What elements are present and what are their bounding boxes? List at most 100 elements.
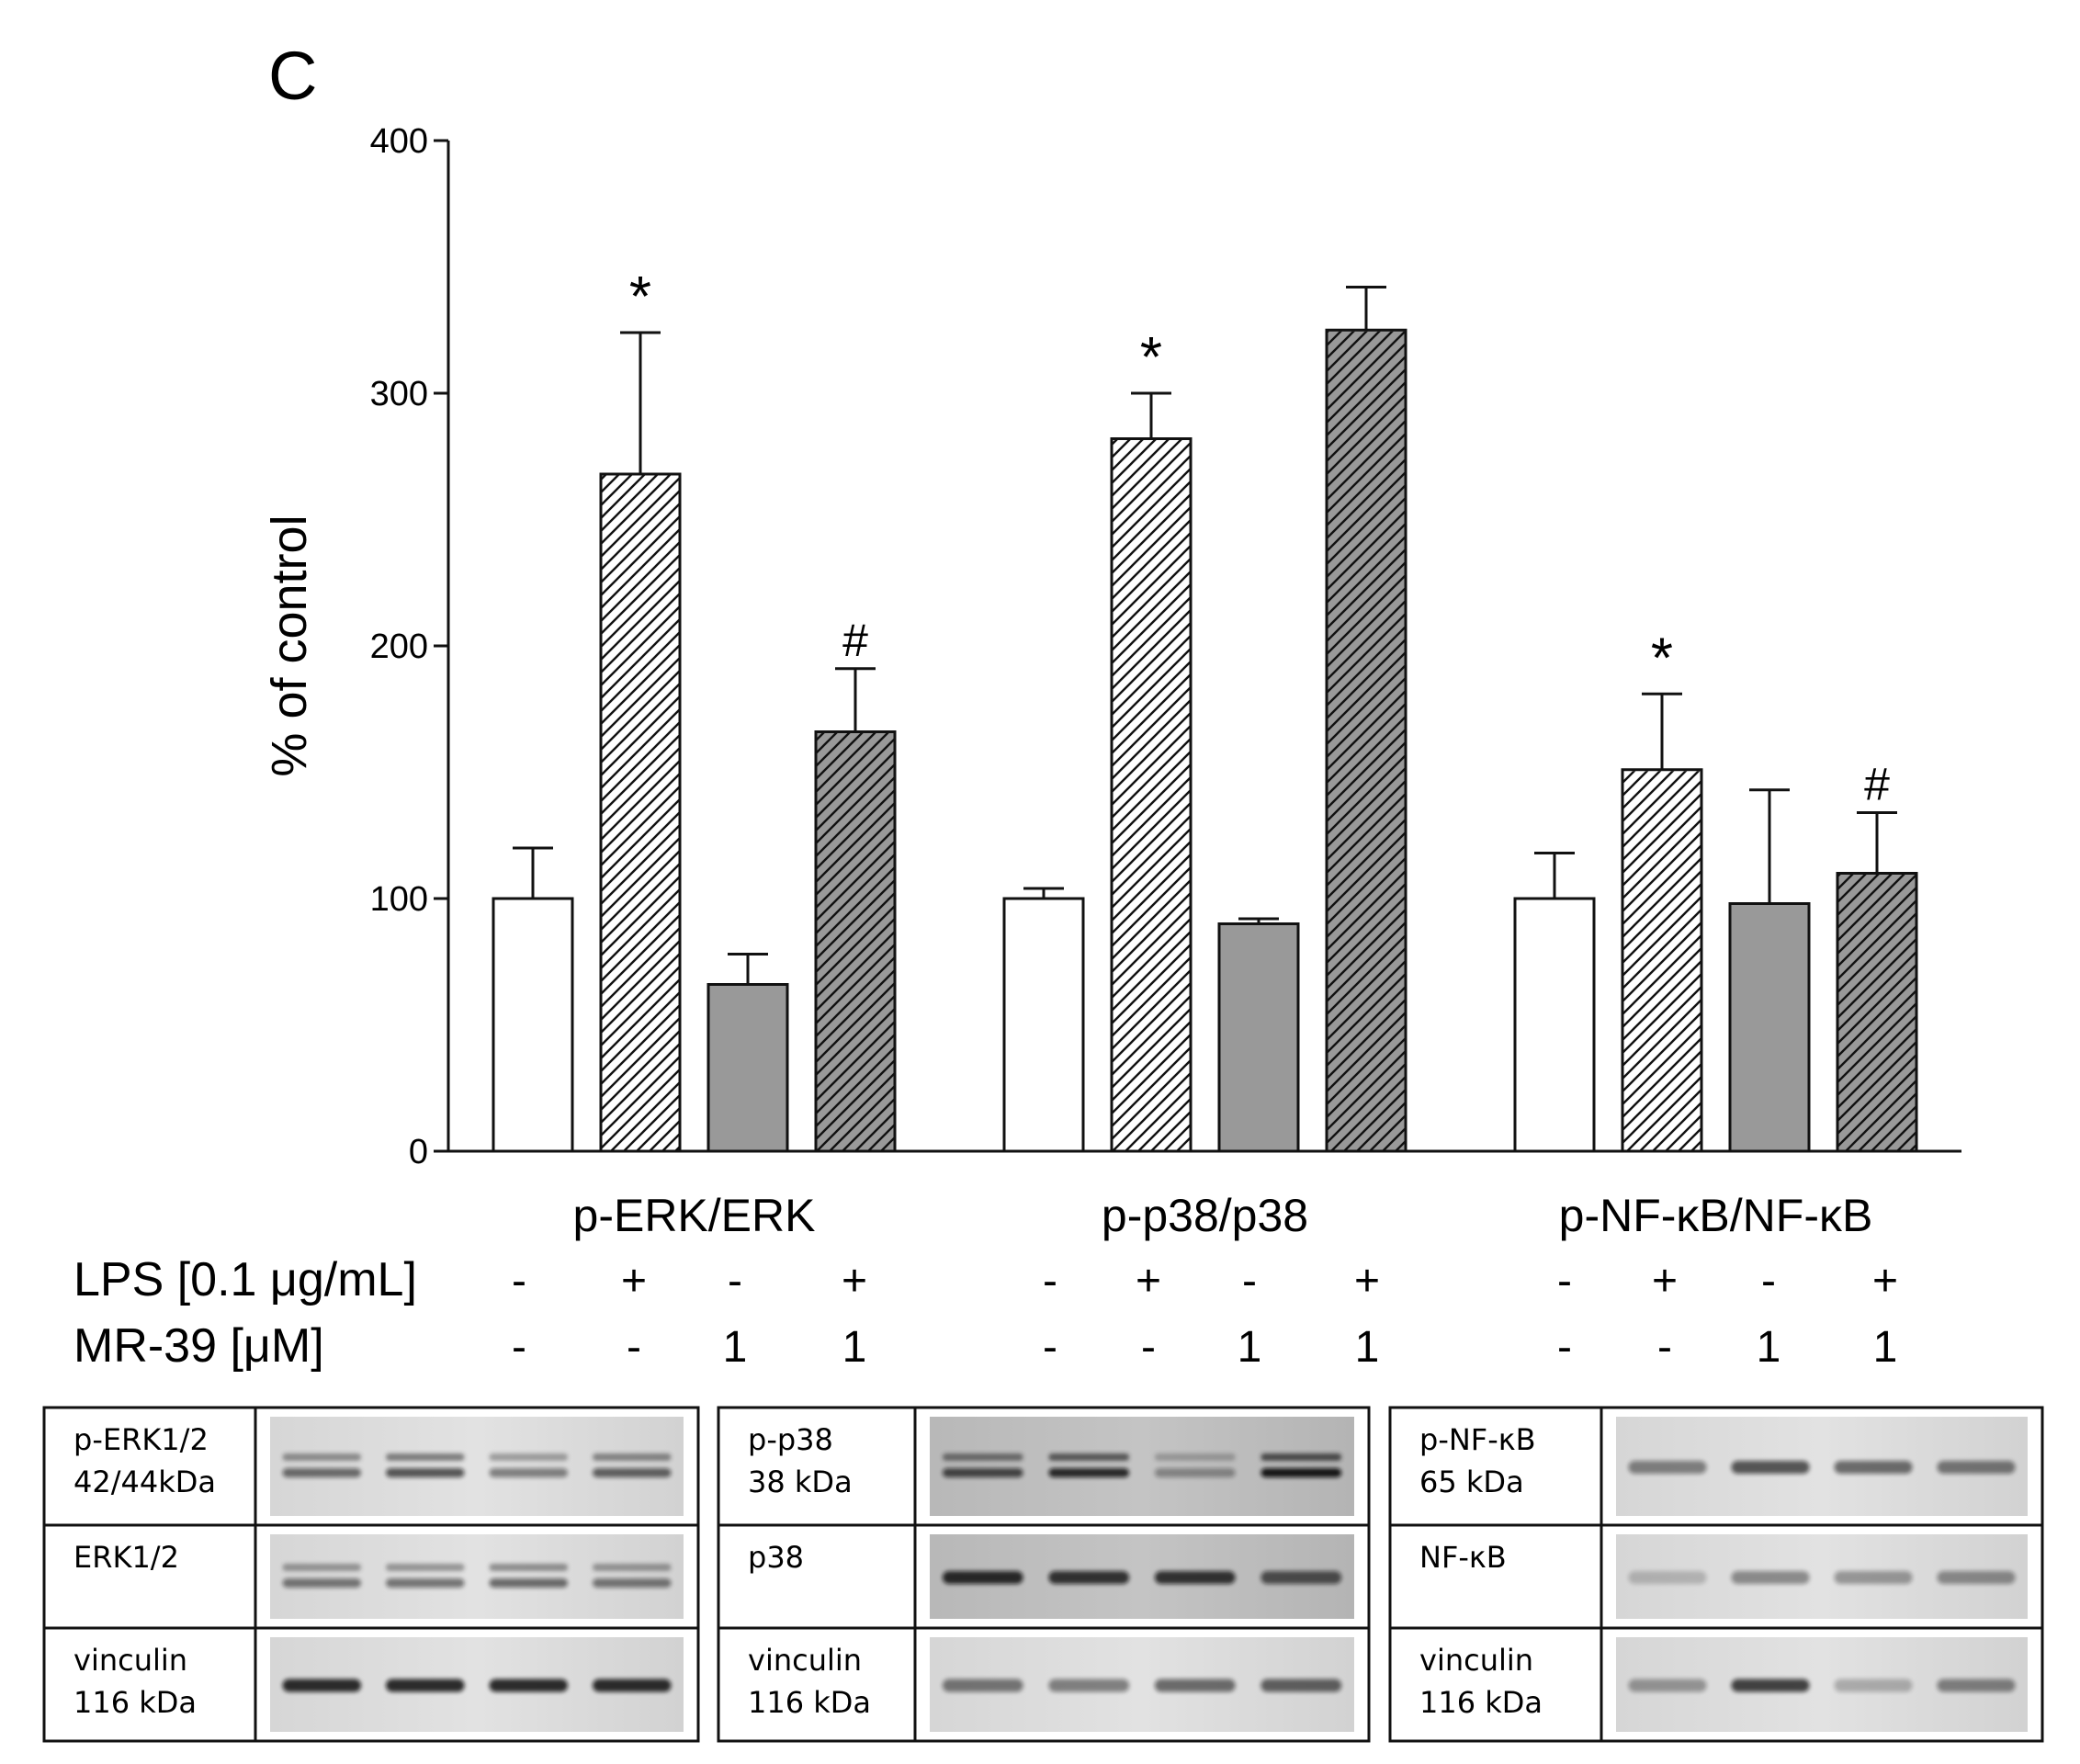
blot-band [1048,1453,1130,1461]
group-label: p-NF-κB/NF-κB [1559,1190,1873,1241]
blot-band [1834,1461,1913,1474]
blot-size-label: 65 kDa [1419,1464,1524,1499]
blot-band [1260,1571,1342,1584]
blot-size-label: 42/44kDa [73,1464,216,1499]
panel-label: C [268,38,317,114]
blot-band [489,1578,568,1588]
blot-band [1937,1679,2016,1692]
bar [492,897,574,1153]
blot-band [1731,1461,1810,1474]
treatment-value: - [1242,1257,1257,1306]
significance-mark: * [629,266,651,329]
bars: * # * * # [492,266,1918,1153]
blot-image [270,1534,684,1619]
treatment-value: + [621,1257,647,1306]
blot-protein-label: p38 [748,1540,804,1575]
bar [1728,902,1811,1153]
bar [707,983,789,1153]
blot-protein-label: vinculin [73,1643,187,1678]
blot-image [930,1417,1354,1516]
blot-size-label: 116 kDa [748,1685,871,1720]
blot-band [282,1679,361,1692]
blot-band [282,1468,361,1477]
bar-hatch [602,475,679,1150]
blot-protein-label: NF-κB [1419,1540,1507,1575]
blot-band [1628,1679,1707,1692]
significance-mark: # [842,615,868,666]
bar-hatch [817,733,894,1150]
blot-band [282,1453,361,1461]
treatment-table: LPS [0.1 μg/mL] - + - + - + - + - + - + MR-39 [μM] - - 1… [73,1253,1898,1373]
treatment-value: 1 [1238,1323,1262,1372]
bar [1002,897,1085,1153]
treatment-value: + [1652,1257,1678,1306]
group-label: p-p38/p38 [1102,1190,1308,1241]
treatment-label: MR-39 [μM] [73,1319,324,1373]
blot-protein-label: vinculin [748,1643,862,1678]
blot-protein-label: vinculin [1419,1643,1533,1678]
treatment-value: + [1136,1257,1161,1306]
blot-band [489,1679,568,1692]
blot-band [593,1564,672,1571]
blot-band [386,1679,465,1692]
blot-band [1731,1571,1810,1584]
y-tick-label: 100 [370,880,428,919]
western-blots: p-ERK1/2 42/44kDa ERK1/2 vinculin 116 kDa p-p… [42,1406,2044,1743]
treatment-value: - [627,1323,641,1372]
blot-band [593,1679,672,1692]
blot-protein-label: p-p38 [748,1422,833,1457]
treatment-value: - [728,1257,742,1306]
bar-hatch [1113,440,1190,1150]
blot-size-label: 38 kDa [748,1464,853,1499]
blot-band [1260,1679,1342,1692]
blot-band [489,1453,568,1461]
blot-band [1937,1461,2016,1474]
bar-hatch [1838,875,1916,1150]
treatment-value: - [512,1257,526,1306]
blot-band [593,1453,672,1461]
treatment-value: - [1657,1323,1672,1372]
blot-size-label: 116 kDa [73,1685,197,1720]
blot-band [593,1578,672,1588]
blot-band [282,1578,361,1588]
treatment-value: + [842,1257,867,1306]
blot-band [1048,1679,1130,1692]
group-label: p-ERK/ERK [573,1190,816,1241]
significance-mark: * [1140,326,1162,390]
treatment-value: + [1872,1257,1898,1306]
blot-band [489,1564,568,1571]
treatment-value: - [1043,1323,1057,1372]
y-tick-label: 400 [370,122,428,161]
treatment-value: - [1141,1323,1156,1372]
blot-band [1048,1571,1130,1584]
axis-labels: % of control p-ERK/ERK p-p38/p38 p-NF-κB/NF… [262,514,1872,1241]
bar [1217,922,1300,1153]
blot-band [1937,1571,2016,1584]
blot-band [1628,1571,1707,1584]
treatment-value: - [1557,1257,1572,1306]
treatment-value: - [512,1323,526,1372]
significance-mark: # [1864,759,1890,810]
bar [1513,897,1596,1153]
treatment-value: 1 [723,1323,748,1372]
treatment-value: 1 [1873,1323,1898,1372]
blot-protein-label: p-ERK1/2 [73,1422,209,1457]
blot-band [386,1578,465,1588]
blot-band [1154,1679,1236,1692]
y-axis-label: % of control [262,514,317,776]
blot-band [1834,1571,1913,1584]
y-tick-label: 300 [370,375,428,413]
treatment-value: - [1043,1257,1057,1306]
blot-band [1628,1461,1707,1474]
treatment-value: - [1557,1323,1572,1372]
blot-band [1154,1468,1236,1477]
blot-band [489,1468,568,1477]
treatment-label: LPS [0.1 μg/mL] [73,1253,417,1306]
y-tick-label: 0 [409,1133,428,1171]
blot-band [942,1453,1023,1461]
blot-band [593,1468,672,1477]
treatment-value: + [1354,1257,1380,1306]
y-tick-label: 200 [370,628,428,666]
blot-band [1154,1571,1236,1584]
